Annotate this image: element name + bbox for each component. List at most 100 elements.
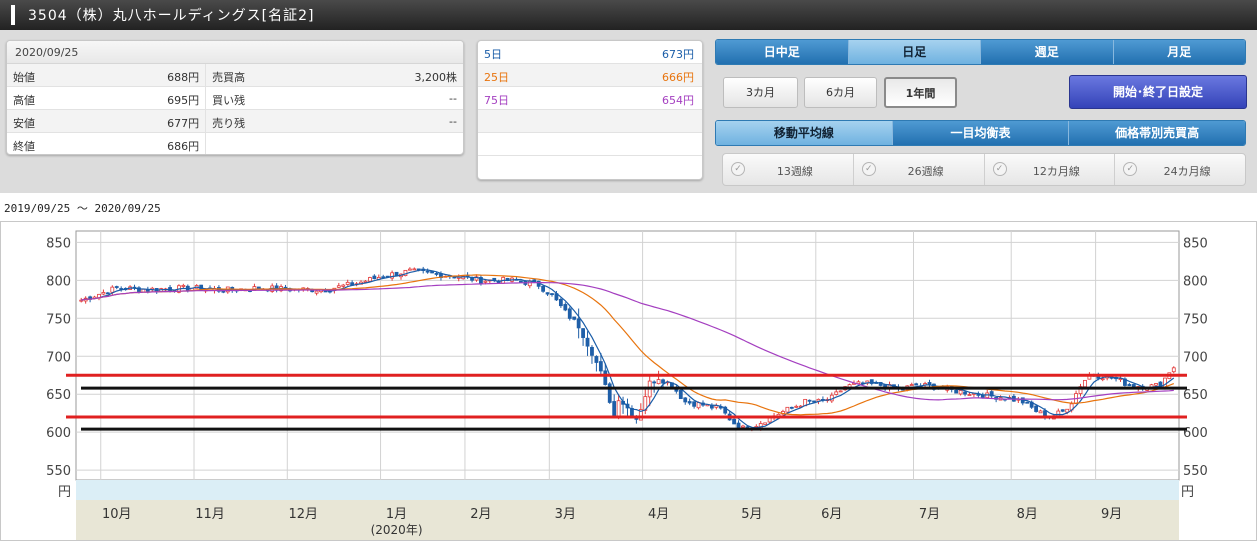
check-icon[interactable]: ✓: [1123, 162, 1138, 176]
candle-body: [336, 285, 341, 288]
feature-tabs: 移動平均線 一目均衡表 価格帯別売買高: [715, 120, 1246, 146]
ma-row: 5日 673円: [478, 41, 702, 64]
candle-body: [341, 284, 346, 287]
candle-body: [838, 390, 843, 393]
candle-body: [732, 418, 736, 425]
y-tick-label-left: 550: [46, 464, 71, 479]
candle-body: [114, 286, 119, 288]
quote-label: 買い残: [212, 94, 246, 107]
ma-option-12-month[interactable]: ✓ 12カ月線: [983, 154, 1115, 185]
quote-rows: 始値 688円 売買高 3,200株 高値 695円 買い残 -- 安値 677円 売り残…: [7, 64, 463, 154]
tab-ichimoku[interactable]: 一目均衡表: [891, 121, 1069, 145]
ma-label: 75日: [484, 94, 509, 107]
candle-body: [834, 391, 839, 395]
candle-body: [412, 268, 417, 271]
y-tick-label-right: 850: [1183, 236, 1208, 251]
ma-option-26-week[interactable]: ✓ 26週線: [852, 154, 984, 185]
ma-value: 654円: [662, 94, 694, 107]
ma-option-label: 13週線: [776, 165, 813, 178]
candle-body: [585, 337, 590, 347]
candle-body: [741, 425, 745, 428]
candle-body: [785, 406, 790, 413]
unit-label-right: 円: [1181, 485, 1194, 500]
check-icon[interactable]: ✓: [731, 162, 745, 176]
tab-daily[interactable]: 日足: [847, 40, 980, 64]
year-label: (2020年): [371, 523, 423, 537]
candle-body: [1025, 401, 1030, 404]
ma-option-13-week[interactable]: ✓ 13週線: [723, 154, 853, 185]
tab-moving-average[interactable]: 移動平均線: [716, 121, 892, 145]
candle-body: [1118, 378, 1123, 381]
candle-body: [527, 280, 532, 287]
quote-box: 2020/09/25 始値 688円 売買高 3,200株 高値 695円 買い残 --…: [6, 40, 464, 155]
quote-value: --: [449, 92, 457, 105]
candle-body: [434, 273, 439, 275]
ma-row-empty: [478, 110, 702, 133]
candle-body: [812, 400, 816, 403]
range-1-year-button[interactable]: 1年間: [884, 77, 957, 108]
x-tick-label: 3月: [555, 507, 576, 522]
candle-body: [372, 275, 377, 280]
candle-body: [345, 281, 350, 285]
quote-value: --: [449, 115, 457, 128]
candle-body: [678, 389, 683, 400]
range-6-months-button[interactable]: 6カ月: [804, 77, 877, 108]
x-tick-label: 1月: [386, 507, 407, 522]
y-tick-label-right: 800: [1183, 274, 1208, 289]
quote-row: 始値 688円 売買高 3,200株: [7, 64, 463, 87]
candle-body: [763, 422, 768, 425]
tab-monthly[interactable]: 月足: [1112, 40, 1245, 64]
candle-body: [638, 409, 643, 421]
ma-option-label: 24カ月線: [1163, 165, 1211, 178]
candle-body: [1127, 384, 1132, 387]
quote-value: 677円: [167, 117, 200, 130]
ma-row: 75日 654円: [478, 87, 702, 110]
candle-body: [963, 391, 967, 395]
candle-body: [909, 384, 914, 386]
candle-body: [567, 308, 572, 319]
tab-volume-by-price[interactable]: 価格帯別売買高: [1068, 121, 1245, 145]
price-chart: 550 550 600 600 650 650 700 700 750 750 800 800 850 8…: [46, 230, 1208, 540]
candle-body: [687, 401, 692, 404]
candle-body: [652, 381, 657, 384]
x-tick-label: 4月: [648, 507, 669, 522]
candle-body: [789, 406, 794, 409]
candle-body: [1154, 383, 1158, 386]
quote-label: 高値: [13, 94, 35, 107]
ma-option-label: 26週線: [907, 165, 944, 178]
x-tick-label: 2月: [470, 507, 491, 522]
candle-body: [363, 280, 368, 283]
ma-option-bar: ✓ 13週線 ✓ 26週線 ✓ 12カ月線 ✓ 24カ月線: [722, 153, 1246, 186]
x-tick-label: 9月: [1101, 507, 1122, 522]
ma-option-24-month[interactable]: ✓ 24カ月線: [1114, 154, 1245, 185]
candle-body: [807, 399, 812, 402]
check-icon[interactable]: ✓: [992, 162, 1007, 176]
range-3-months-button[interactable]: 3カ月: [723, 77, 798, 108]
x-tick-label: 12月: [289, 507, 319, 522]
quote-label: 売買高: [212, 71, 246, 84]
x-band: [76, 480, 1179, 500]
quote-label: 始値: [13, 71, 35, 84]
control-panel: 2020/09/25 始値 688円 売買高 3,200株 高値 695円 買い残 --…: [0, 30, 1257, 193]
ma-value: 673円: [662, 48, 694, 61]
ma-row: 25日 666円: [478, 64, 702, 87]
x-label-band: [76, 500, 1179, 540]
candle-body: [683, 397, 688, 403]
date-range-settings-button[interactable]: 開始･終了日設定: [1069, 75, 1247, 109]
candle-body: [545, 292, 550, 295]
candle-body: [407, 268, 412, 271]
tab-intraday[interactable]: 日中足: [716, 40, 848, 64]
check-icon[interactable]: ✓: [861, 162, 876, 176]
y-tick-label-left: 700: [46, 350, 71, 365]
candle-body: [967, 394, 972, 396]
x-tick-label: 7月: [919, 507, 940, 522]
candle-body: [616, 400, 621, 419]
quote-value: 686円: [167, 140, 200, 153]
period-tabs: 日中足 日足 週足 月足: [715, 39, 1246, 65]
candle-body: [723, 406, 728, 414]
x-tick-label: 6月: [821, 507, 842, 522]
tab-weekly[interactable]: 週足: [980, 40, 1113, 64]
date-range-label: 2019/09/25 〜 2020/09/25: [4, 202, 161, 215]
candle-body: [869, 379, 874, 384]
candle-body: [656, 379, 661, 385]
